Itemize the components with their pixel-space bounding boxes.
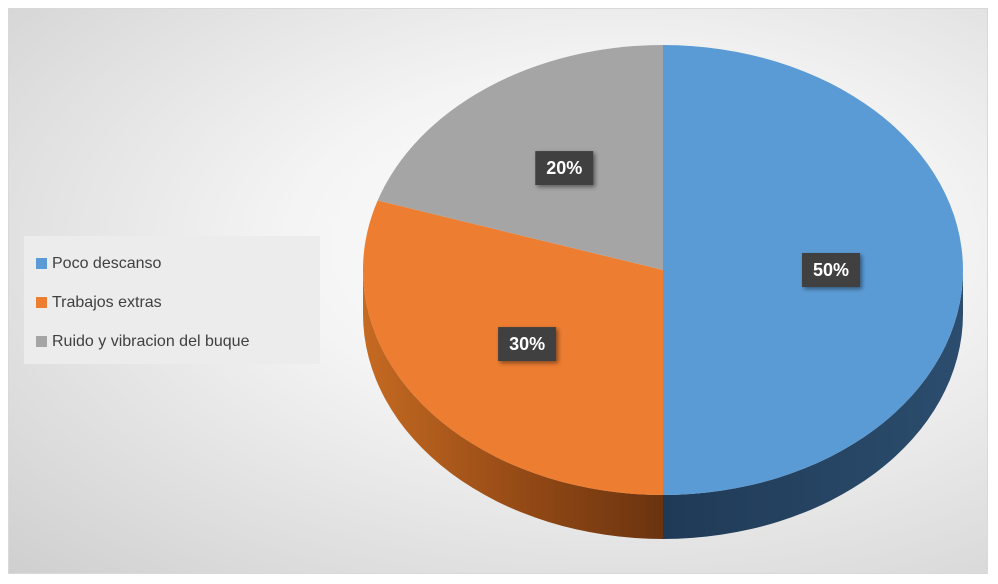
legend-swatch <box>36 258 47 269</box>
legend-label: Ruido y vibracion del buque <box>52 332 250 350</box>
data-label-box <box>802 253 860 287</box>
legend-label: Poco descanso <box>52 254 162 272</box>
legend-label: Trabajos extras <box>52 293 162 311</box>
data-label-box <box>535 151 594 186</box>
legend-swatch <box>36 297 47 308</box>
legend: Poco descanso Trabajos extras Ruido y vi… <box>24 236 320 364</box>
data-label-trabajos-extras: 30% <box>498 327 557 362</box>
data-label-text: 20% <box>546 158 582 178</box>
legend-item-ruido-y-vibracion: Ruido y vibracion del buque <box>24 322 320 361</box>
legend-swatch <box>36 336 47 347</box>
data-label-box <box>498 327 557 362</box>
data-label-text: 50% <box>813 260 849 280</box>
legend-item-trabajos-extras: Trabajos extras <box>24 283 320 322</box>
data-label-text: 30% <box>509 334 545 354</box>
pie-side-poco-descanso <box>663 270 963 539</box>
data-label-ruido-y-vibracion-del-buque: 20% <box>535 151 594 186</box>
legend-item-poco-descanso: Poco descanso <box>24 244 320 283</box>
pie-slice-ruido-y-vibracion-del-buque <box>377 45 663 270</box>
data-label-poco-descanso: 50% <box>802 253 860 287</box>
pie-side-trabajos-extras <box>363 270 663 539</box>
